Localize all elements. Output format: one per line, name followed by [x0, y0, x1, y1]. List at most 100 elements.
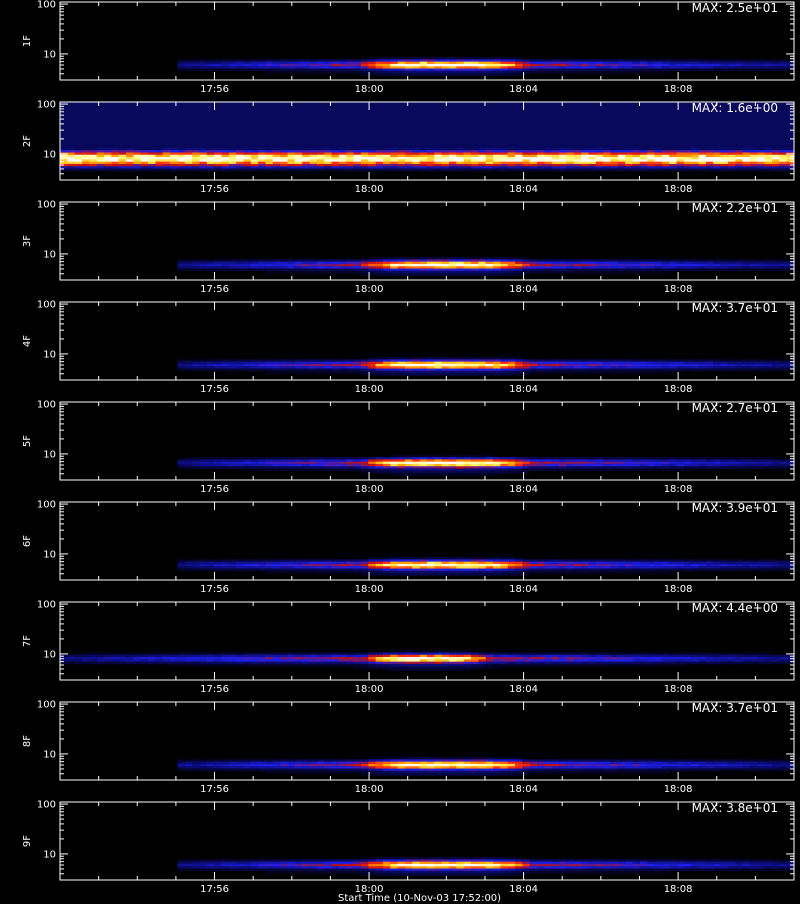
heatmap-cell [420, 359, 428, 362]
heatmap-cell [251, 69, 259, 72]
heatmap-cell [97, 155, 105, 158]
heatmap-cell [471, 107, 479, 110]
heatmap-cell [273, 457, 281, 460]
heatmap-cell [412, 262, 420, 265]
heatmap-cell [677, 359, 685, 362]
heatmap-cell [383, 159, 391, 162]
heatmap-cell [765, 66, 773, 69]
heatmap-cell [214, 118, 222, 121]
heatmap-cell [420, 136, 428, 139]
heatmap-cell [280, 155, 288, 158]
heatmap-cell [486, 266, 494, 269]
heatmap-cell [588, 152, 596, 155]
heatmap-cell [104, 159, 112, 162]
heatmap-cell [302, 359, 310, 362]
heatmap-cell [398, 57, 406, 60]
heatmap-cell [141, 169, 149, 172]
heatmap-cell [779, 359, 787, 362]
heatmap-cell [640, 127, 648, 130]
heatmap-cell [537, 150, 545, 153]
heatmap-cell [596, 69, 604, 72]
heatmap-cell [163, 107, 171, 110]
heatmap-cell [310, 166, 318, 169]
heatmap-cell [111, 127, 119, 130]
heatmap-cell [89, 116, 97, 119]
heatmap-cell [574, 113, 582, 116]
heatmap-cell [280, 64, 288, 67]
heatmap-cell [772, 134, 780, 137]
heatmap-cell [552, 166, 560, 169]
heatmap-cell [427, 152, 435, 155]
heatmap-cell [625, 262, 633, 265]
heatmap-cell [310, 132, 318, 135]
heatmap-cell [434, 123, 442, 126]
heatmap-cell [449, 262, 457, 265]
heatmap-cell [266, 371, 274, 374]
heatmap-cell [603, 64, 611, 67]
heatmap-cell [361, 273, 369, 276]
heatmap-cell [559, 59, 567, 62]
heatmap-cell [508, 152, 516, 155]
panel-label-4F: 4F [22, 335, 33, 347]
heatmap-cell [199, 264, 207, 267]
heatmap-cell [383, 139, 391, 142]
heatmap-cell [295, 125, 303, 128]
heatmap-cell [280, 134, 288, 137]
heatmap-cell [339, 139, 347, 142]
heatmap-cell [405, 73, 413, 76]
heatmap-cell [376, 123, 384, 126]
heatmap-cell [420, 116, 428, 119]
heatmap-cell [486, 166, 494, 169]
heatmap-cell [229, 109, 237, 112]
heatmap-cell [456, 166, 464, 169]
heatmap-cell [398, 109, 406, 112]
heatmap-cell [456, 152, 464, 155]
heatmap-cell [471, 139, 479, 142]
heatmap-cell [339, 71, 347, 74]
heatmap-cell [383, 134, 391, 137]
heatmap-cell [390, 357, 398, 360]
heatmap-cell [251, 466, 259, 469]
heatmap-cell [236, 66, 244, 69]
heatmap-cell [449, 125, 457, 128]
heatmap-cell [185, 66, 193, 69]
heatmap-cell [302, 130, 310, 133]
heatmap-cell [383, 66, 391, 69]
heatmap-cell [728, 139, 736, 142]
heatmap-cell [332, 109, 340, 112]
heatmap-cell [588, 139, 596, 142]
heatmap-cell [332, 152, 340, 155]
heatmap-cell [537, 113, 545, 116]
heatmap-cell [500, 169, 508, 172]
heatmap-cell [464, 66, 472, 69]
heatmap-cell [655, 107, 663, 110]
heatmap-cell [566, 134, 574, 137]
heatmap-cell [390, 262, 398, 265]
heatmap-cell [280, 113, 288, 116]
heatmap-cell [596, 146, 604, 149]
heatmap-cell [765, 269, 773, 272]
heatmap-cell [449, 152, 457, 155]
heatmap-cell [655, 109, 663, 112]
heatmap-cell [449, 57, 457, 60]
heatmap-cell [471, 164, 479, 167]
heatmap-cell [625, 71, 633, 74]
heatmap-cell [310, 134, 318, 137]
heatmap-cell [581, 264, 589, 267]
heatmap-cell [133, 143, 141, 146]
heatmap-cell [354, 264, 362, 267]
heatmap-cell [302, 118, 310, 121]
heatmap-cell [177, 266, 185, 269]
heatmap-cell [126, 125, 134, 128]
heatmap-cell [302, 364, 310, 367]
heatmap-cell [354, 146, 362, 149]
heatmap-cell [552, 148, 560, 151]
heatmap-cell [522, 162, 530, 165]
heatmap-cell [596, 107, 604, 110]
heatmap-cell [185, 139, 193, 142]
heatmap-cell [559, 107, 567, 110]
heatmap-cell [633, 107, 641, 110]
heatmap-cell [721, 123, 729, 126]
heatmap-cell [662, 159, 670, 162]
heatmap-cell [97, 148, 105, 151]
